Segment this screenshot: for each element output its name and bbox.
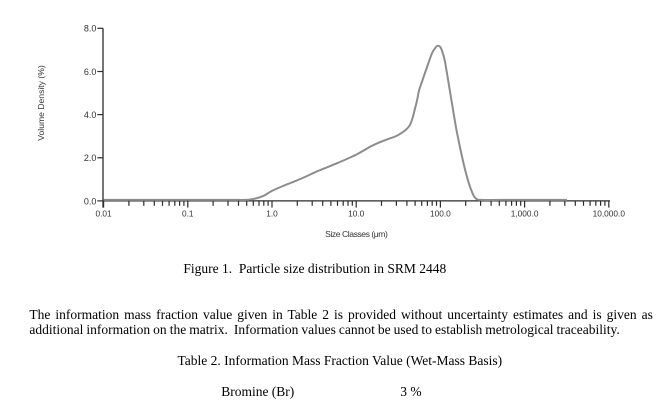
svg-text:0.0: 0.0: [84, 196, 97, 206]
svg-text:Volume Density (%): Volume Density (%): [36, 65, 46, 141]
svg-text:10.0: 10.0: [348, 208, 365, 218]
svg-text:100.0: 100.0: [430, 208, 451, 218]
svg-text:0.01: 0.01: [96, 208, 113, 218]
svg-text:1,000.0: 1,000.0: [511, 208, 539, 218]
svg-text:6.0: 6.0: [84, 67, 97, 77]
svg-text:1.0: 1.0: [266, 208, 278, 218]
svg-text:10,000.0: 10,000.0: [593, 208, 626, 218]
svg-text:0.1: 0.1: [182, 208, 194, 218]
svg-text:Size Classes (μm): Size Classes (μm): [325, 229, 388, 239]
svg-text:4.0: 4.0: [84, 110, 97, 120]
svg-text:2.0: 2.0: [84, 153, 97, 163]
svg-text:8.0: 8.0: [84, 24, 97, 34]
